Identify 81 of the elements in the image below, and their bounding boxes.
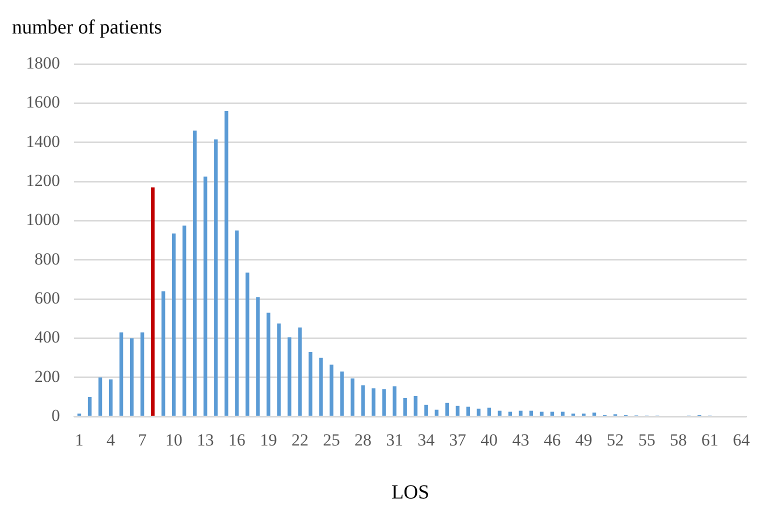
y-tick-label: 1800 (26, 53, 60, 72)
y-tick-label: 1600 (26, 92, 60, 112)
x-tick-label: 7 (138, 430, 148, 450)
bar (308, 352, 312, 416)
x-tick-label: 22 (291, 430, 308, 450)
x-tick-label: 55 (638, 430, 656, 450)
bar (319, 358, 323, 416)
y-tick-label: 800 (34, 249, 60, 268)
bar (456, 406, 460, 416)
bar (498, 410, 502, 416)
bar (298, 327, 302, 416)
x-tick-label: 46 (544, 430, 561, 450)
bar (466, 406, 470, 416)
bar (193, 130, 197, 416)
bar (592, 412, 596, 416)
bar (119, 332, 124, 416)
bar (224, 111, 228, 416)
bar (372, 388, 376, 416)
bar (560, 412, 565, 416)
bar (424, 404, 428, 416)
bar (361, 385, 365, 416)
bar (288, 337, 292, 416)
y-tick-label: 0 (52, 406, 60, 426)
x-tick-label: 10 (165, 430, 182, 450)
bar (266, 312, 270, 416)
x-tick-label: 1 (75, 430, 84, 450)
bar (508, 412, 512, 416)
bar (434, 410, 438, 416)
x-tick-label: 25 (323, 430, 340, 450)
x-tick-label: 40 (480, 430, 498, 450)
x-tick-label: 19 (260, 430, 277, 450)
bar (256, 297, 260, 416)
bar (204, 176, 208, 416)
y-tick-label: 1200 (26, 171, 60, 190)
x-tick-label: 4 (106, 430, 116, 450)
x-tick-label: 13 (196, 430, 214, 450)
bar (445, 402, 449, 416)
bar (182, 226, 186, 416)
bar (140, 332, 144, 416)
x-tick-label: 52 (606, 430, 624, 450)
x-tick-label: 16 (228, 430, 246, 450)
bar (476, 408, 480, 416)
bar (235, 230, 239, 416)
x-axis-title: LOS (391, 481, 430, 504)
bar (403, 398, 407, 416)
bar (98, 377, 102, 416)
x-tick-label: 31 (386, 430, 404, 450)
bar (130, 338, 134, 416)
bar (340, 372, 344, 416)
x-tick-label: 34 (418, 430, 436, 450)
bar (529, 410, 534, 416)
y-tick-label: 1000 (26, 210, 60, 230)
x-tick-label: 64 (732, 430, 750, 450)
y-tick-label: 600 (34, 288, 60, 308)
x-tick-label: 37 (449, 430, 467, 450)
bar (162, 291, 166, 416)
bar (518, 410, 523, 416)
bar (108, 379, 113, 416)
x-tick-label: 49 (575, 430, 592, 450)
bar (150, 187, 155, 416)
bar (214, 139, 218, 416)
bar (88, 397, 92, 416)
x-tick-label: 61 (701, 430, 718, 450)
bar (414, 396, 418, 416)
x-tick-label: 58 (670, 430, 687, 450)
y-tick-label: 1400 (26, 132, 60, 151)
bar (350, 378, 354, 416)
bar (392, 386, 396, 416)
bar (246, 272, 250, 416)
bar (540, 412, 544, 416)
bar (172, 233, 176, 416)
bar (382, 389, 386, 416)
y-tick-label: 200 (34, 366, 60, 386)
y-tick-label: 400 (34, 328, 60, 347)
x-tick-label: 28 (354, 430, 372, 450)
bar (330, 364, 334, 416)
bar (277, 324, 281, 416)
chart-title: number of patients (12, 16, 162, 38)
bar (487, 408, 492, 416)
x-tick-label: 43 (512, 430, 530, 450)
bar (550, 412, 554, 416)
